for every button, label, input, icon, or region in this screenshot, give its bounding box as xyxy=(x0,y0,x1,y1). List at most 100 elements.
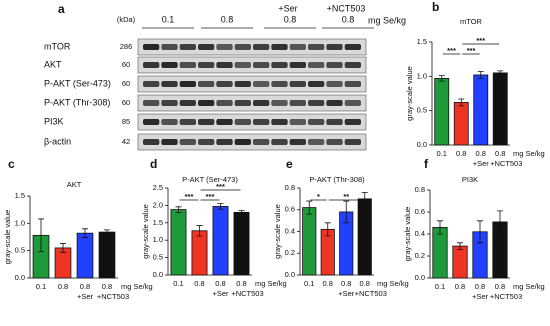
bar xyxy=(170,209,187,276)
row-label: AKT xyxy=(44,59,62,69)
blot-band xyxy=(271,62,288,68)
x-tick-label: 0.8 xyxy=(495,282,505,291)
blot-band xyxy=(234,44,251,50)
panel-letter: e xyxy=(286,157,293,171)
y-tick-label: 0.2 xyxy=(415,251,425,260)
x-tick-label: 0.8 xyxy=(215,279,225,288)
blot-band xyxy=(344,139,361,145)
y-tick-label: 0.4 xyxy=(285,226,295,235)
blot-band xyxy=(253,100,270,106)
x-tick-label: 0.8 xyxy=(476,149,486,158)
bar xyxy=(473,74,489,146)
x-sub-label: +NCT503 xyxy=(231,289,263,298)
error-bar xyxy=(437,220,443,235)
blot-band xyxy=(308,44,325,50)
blot-band xyxy=(326,62,343,68)
x-sub-label: +NCT503 xyxy=(97,292,129,301)
error-bar xyxy=(306,200,313,215)
blot-band xyxy=(161,81,178,87)
error-bar xyxy=(343,200,350,224)
row-label: β-actin xyxy=(44,136,71,146)
blot-band xyxy=(216,44,233,50)
y-axis-label: gray-scale value xyxy=(273,204,282,259)
blot-band xyxy=(344,62,361,68)
kda-value: 85 xyxy=(122,117,130,126)
blot-band xyxy=(143,44,160,50)
blot-band xyxy=(161,100,178,106)
y-tick-label: 0.8 xyxy=(285,183,295,192)
panel-letter: d xyxy=(150,157,157,171)
x-tick-label: 0.1 xyxy=(304,279,314,288)
y-tick-label: 1.5 xyxy=(417,37,427,46)
group-label: 0.1 xyxy=(162,14,175,24)
y-tick-label: 0.6 xyxy=(285,205,295,214)
x-sub-label: +Ser xyxy=(212,289,229,298)
blot-band xyxy=(326,100,343,106)
blot-band xyxy=(289,44,306,50)
x-axis-label: mg Se/kg xyxy=(513,282,545,291)
x-tick-label: 0.8 xyxy=(102,282,112,291)
blot-band xyxy=(143,139,160,145)
bar xyxy=(302,207,317,276)
row-label: P-AKT (Thr-308) xyxy=(44,97,110,107)
kda-value: 286 xyxy=(120,42,133,51)
bar xyxy=(233,211,250,276)
chart-title: mTOR xyxy=(460,17,483,26)
y-tick-label: 0.2 xyxy=(285,248,295,257)
blot-band xyxy=(289,81,306,87)
error-bar xyxy=(238,210,245,215)
blot-band xyxy=(179,62,196,68)
blot-band xyxy=(143,62,160,68)
x-axis-label: mg Se/kg xyxy=(121,282,153,291)
x-tick-label: 0.8 xyxy=(495,149,505,158)
x-sub-label: +NCT503 xyxy=(490,292,522,301)
panel-letter: b xyxy=(432,0,439,14)
y-tick-label: 2.0 xyxy=(153,200,163,209)
kda-value: 60 xyxy=(122,79,130,88)
blot-band xyxy=(234,139,251,145)
row-label: P-AKT (Ser-473) xyxy=(44,78,111,88)
error-bar xyxy=(175,206,182,213)
blot-band xyxy=(271,44,288,50)
blot-band xyxy=(271,81,288,87)
significance-label: *** xyxy=(467,46,476,55)
error-bar xyxy=(38,218,44,253)
blot-band xyxy=(216,100,233,106)
kda-value: 60 xyxy=(122,60,130,69)
blot-band xyxy=(143,119,160,125)
group-label: 0.8 xyxy=(342,14,355,24)
blot-strip xyxy=(137,38,367,56)
error-bar xyxy=(458,98,465,107)
error-bar xyxy=(196,225,203,237)
blot-strip xyxy=(137,94,367,112)
bar xyxy=(357,198,372,276)
blot-band xyxy=(198,81,215,87)
y-tick-label: 0.6 xyxy=(415,207,425,216)
y-axis-label: gray-scale value xyxy=(141,204,150,259)
x-sub-label: +Ser xyxy=(338,289,355,298)
group-label: 0.8 xyxy=(221,14,234,24)
blot-band xyxy=(234,62,251,68)
chart-title: P-AKT (Ser-473) xyxy=(182,175,238,184)
x-sub-label: +NCT503 xyxy=(355,289,387,298)
y-tick-label: 0.0 xyxy=(417,140,427,149)
blot-band xyxy=(308,62,325,68)
chart-title: AKT xyxy=(67,180,82,189)
error-bar xyxy=(104,229,110,235)
blot-band xyxy=(198,44,215,50)
y-tick-label: 0.0 xyxy=(15,273,25,282)
y-tick-label: 0.0 xyxy=(153,270,163,279)
blot-band xyxy=(289,139,306,145)
bar xyxy=(452,245,468,279)
blot-band xyxy=(198,62,215,68)
blot-band xyxy=(198,139,215,145)
error-bar xyxy=(457,242,463,250)
kda-value: 42 xyxy=(122,137,130,146)
blot-band xyxy=(271,100,288,106)
kda-value: 60 xyxy=(122,98,130,107)
blot-band xyxy=(198,119,215,125)
unit-label: mg Se/kg xyxy=(368,15,406,25)
bar xyxy=(98,231,116,279)
blot-band xyxy=(234,81,251,87)
blot-band xyxy=(326,119,343,125)
